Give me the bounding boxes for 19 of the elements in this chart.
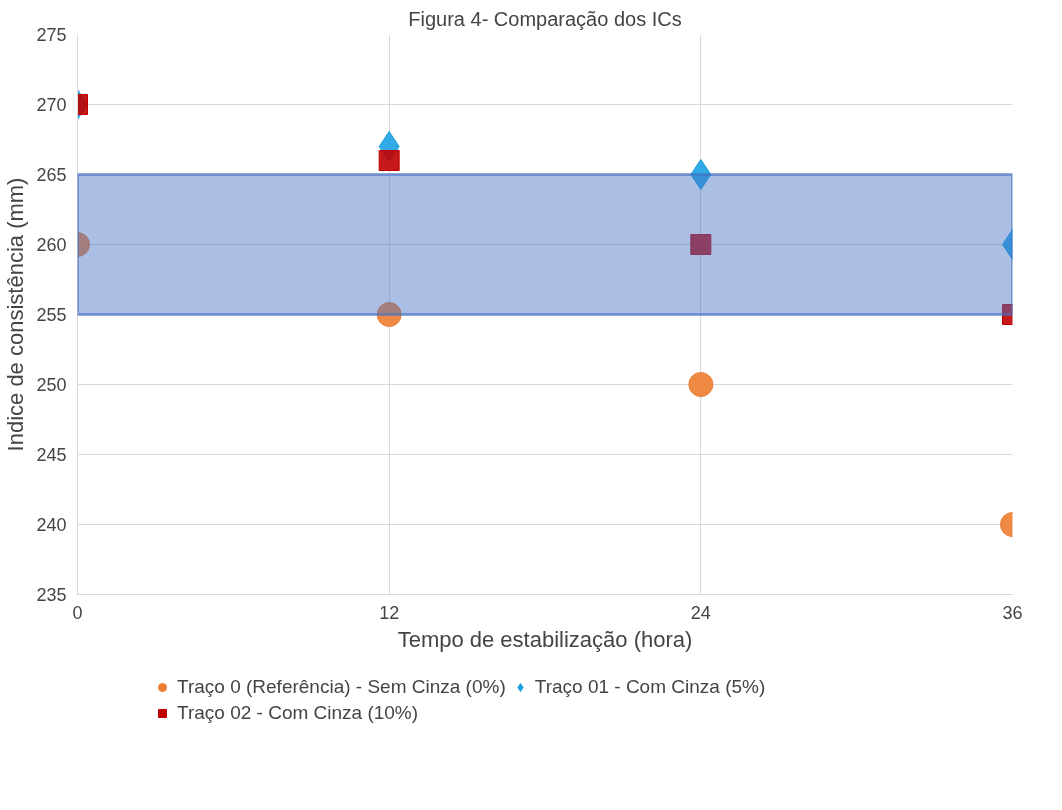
y-tick-label: 265 xyxy=(36,165,67,185)
x-tick-label: 12 xyxy=(379,602,400,623)
x-tick-label: 0 xyxy=(72,602,83,623)
legend-label: Traço 0 (Referência) - Sem Cinza (0%) xyxy=(177,676,506,698)
y-tick-label: 245 xyxy=(36,445,67,465)
y-tick-label: 255 xyxy=(36,305,67,325)
x-tick-label: 36 xyxy=(1002,602,1023,623)
y-tick-label: 275 xyxy=(36,25,67,45)
x-tick-label: 24 xyxy=(690,602,711,623)
y-tick-label: 270 xyxy=(36,95,67,115)
y-tick-label: 240 xyxy=(36,515,67,535)
y-axis-title: Indice de consistência (mm) xyxy=(3,177,29,452)
legend-label: Traço 01 - Com Cinza (5%) xyxy=(534,676,766,698)
y-tick-label: 235 xyxy=(36,585,67,605)
chart-title: Figura 4- Comparação dos ICs xyxy=(408,7,682,30)
y-tick-label: 250 xyxy=(36,375,67,395)
y-tick-label: 260 xyxy=(36,235,67,255)
x-axis-title: Tempo de estabilização (hora) xyxy=(397,626,693,652)
legend-label: Traço 02 - Com Cinza (10%) xyxy=(177,702,419,724)
